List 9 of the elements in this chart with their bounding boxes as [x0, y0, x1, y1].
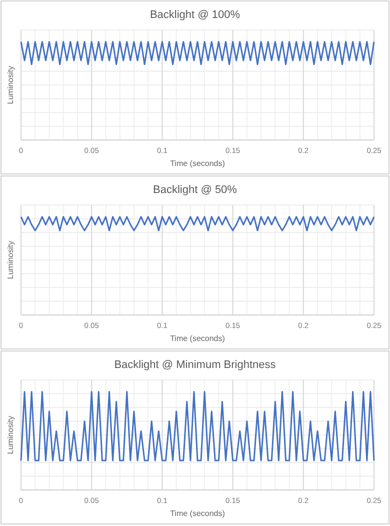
chart-title: Backlight @ 50% — [153, 184, 238, 196]
y-axis-title: Luminosity — [6, 416, 15, 454]
chart-title: Backlight @ Minimum Brightness — [114, 359, 276, 371]
x-axis-title: Time (seconds) — [170, 509, 226, 518]
y-axis-title: Luminosity — [6, 66, 15, 104]
x-axis-title: Time (seconds) — [170, 334, 226, 343]
x-axis-title: Time (seconds) — [170, 159, 226, 168]
y-axis-title: Luminosity — [6, 240, 15, 280]
chart-title: Backlight @ 100% — [150, 9, 240, 21]
